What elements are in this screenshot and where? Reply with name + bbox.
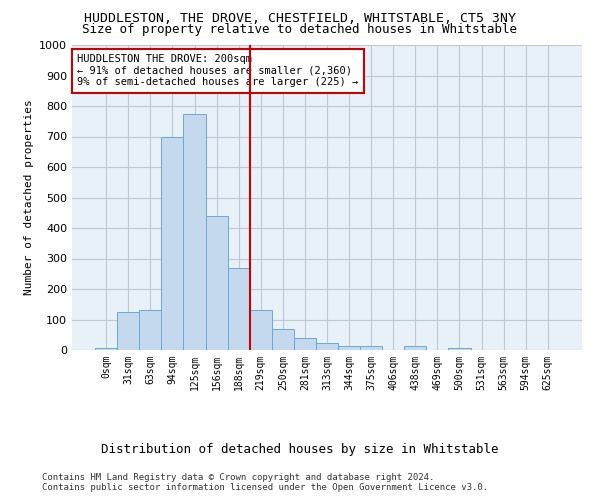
- Bar: [448, 348, 470, 350]
- Text: Contains public sector information licensed under the Open Government Licence v3: Contains public sector information licen…: [42, 484, 488, 492]
- Text: HUDDLESTON THE DROVE: 200sqm
← 91% of detached houses are smaller (2,360)
9% of : HUDDLESTON THE DROVE: 200sqm ← 91% of de…: [77, 54, 358, 88]
- Text: Size of property relative to detached houses in Whitstable: Size of property relative to detached ho…: [83, 22, 517, 36]
- Bar: [206, 216, 227, 350]
- Bar: [161, 136, 184, 350]
- Bar: [117, 312, 139, 350]
- Bar: [139, 310, 161, 350]
- Bar: [184, 114, 206, 350]
- Bar: [338, 346, 360, 350]
- Text: Distribution of detached houses by size in Whitstable: Distribution of detached houses by size …: [101, 442, 499, 456]
- Bar: [360, 346, 382, 350]
- Y-axis label: Number of detached properties: Number of detached properties: [23, 100, 34, 296]
- Text: Contains HM Land Registry data © Crown copyright and database right 2024.: Contains HM Land Registry data © Crown c…: [42, 472, 434, 482]
- Bar: [404, 346, 427, 350]
- Bar: [250, 310, 272, 350]
- Text: HUDDLESTON, THE DROVE, CHESTFIELD, WHITSTABLE, CT5 3NY: HUDDLESTON, THE DROVE, CHESTFIELD, WHITS…: [84, 12, 516, 26]
- Bar: [294, 338, 316, 350]
- Bar: [316, 344, 338, 350]
- Bar: [95, 348, 117, 350]
- Bar: [227, 268, 250, 350]
- Bar: [272, 328, 294, 350]
